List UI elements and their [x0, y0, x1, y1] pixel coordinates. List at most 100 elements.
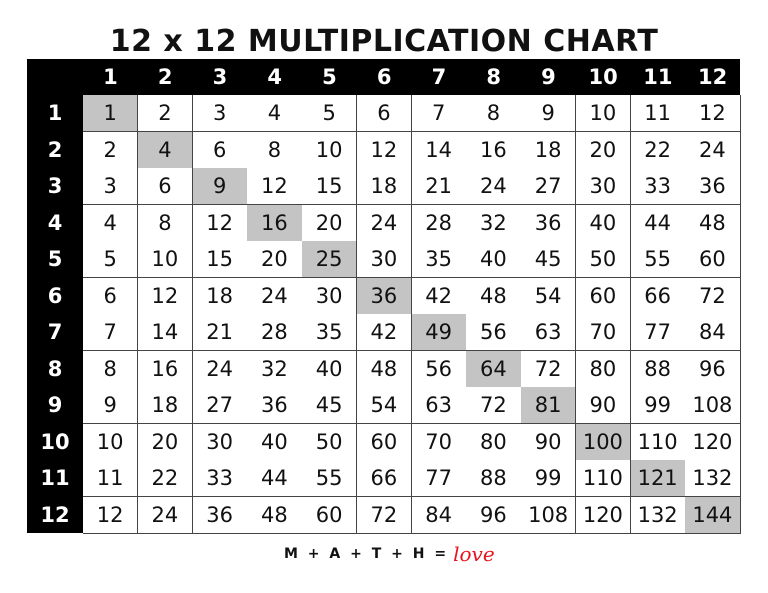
- row-header: 1: [47, 101, 63, 125]
- table-cell: 14: [411, 131, 467, 169]
- table-cell: 110: [575, 460, 631, 497]
- table-cell: 24: [137, 496, 193, 534]
- table-cell: 40: [575, 204, 631, 242]
- table-cell: 36: [685, 168, 741, 205]
- table-cell-square: 9: [192, 168, 248, 205]
- table-cell: 8: [137, 204, 193, 242]
- table-cell: 88: [466, 460, 522, 497]
- table-cell: 12: [192, 204, 248, 242]
- row-header: 7: [47, 320, 63, 344]
- table-cell: 21: [192, 314, 248, 351]
- table-cell: 120: [685, 423, 741, 461]
- row-header: 5: [47, 247, 63, 271]
- table-cell: 7: [411, 95, 467, 132]
- table-cell: 4: [247, 95, 303, 132]
- footer-logo: M + A + T + H = love: [284, 541, 495, 567]
- table-cell: 48: [356, 350, 412, 388]
- table-cell: 5: [83, 241, 139, 278]
- table-cell: 3: [83, 168, 139, 205]
- table-cell: 18: [521, 131, 577, 169]
- table-cell: 18: [356, 168, 412, 205]
- table-cell: 18: [137, 387, 193, 424]
- table-cell: 36: [192, 496, 248, 534]
- column-header: 10: [588, 65, 618, 89]
- table-cell: 6: [83, 277, 139, 315]
- table-cell: 96: [466, 496, 522, 534]
- table-cell: 50: [302, 423, 358, 461]
- table-cell: 8: [247, 131, 303, 169]
- table-cell-square: 144: [685, 496, 741, 534]
- table-cell: 48: [685, 204, 741, 242]
- table-cell: 48: [247, 496, 303, 534]
- table-cell: 45: [521, 241, 577, 278]
- table-cell: 63: [411, 387, 467, 424]
- table-cell: 33: [192, 460, 248, 497]
- row-header: 12: [40, 502, 70, 527]
- table-cell: 28: [247, 314, 303, 351]
- column-header: 5: [322, 65, 337, 89]
- multiplication-table: 1 2 3 4 5 6 7 8 9 10 11 12 1 2 3 4 5 6 7 8 9 10 11 12 1 2 3 4 5 6 7 8 9 1…: [27, 59, 741, 534]
- table-cell-square: 121: [630, 460, 686, 497]
- table-cell: 22: [630, 131, 686, 169]
- table-cell: 60: [685, 241, 741, 278]
- table-cell: 55: [630, 241, 686, 278]
- table-cell: 21: [411, 168, 467, 205]
- table-cell: 35: [302, 314, 358, 351]
- row-header: 6: [47, 283, 63, 308]
- table-cell: 6: [356, 95, 412, 132]
- table-cell: 5: [302, 95, 358, 132]
- table-cell: 30: [575, 168, 631, 205]
- table-cell: 44: [630, 204, 686, 242]
- table-cell: 66: [630, 277, 686, 315]
- column-header: 2: [157, 65, 173, 89]
- table-cell: 77: [630, 314, 686, 351]
- table-cell: 3: [192, 95, 248, 132]
- table-cell: 120: [575, 496, 631, 534]
- table-cell: 108: [685, 387, 741, 424]
- table-cell: 16: [466, 131, 522, 169]
- table-cell: 10: [137, 241, 193, 278]
- table-cell: 10: [575, 95, 631, 132]
- table-cell: 9: [521, 95, 577, 132]
- table-cell: 45: [302, 387, 358, 424]
- table-cell-square: 4: [137, 131, 193, 169]
- table-cell: 72: [466, 387, 522, 424]
- table-cell: 11: [83, 460, 139, 497]
- column-header: 9: [541, 65, 556, 89]
- column-header: 11: [643, 65, 673, 89]
- row-header: 3: [47, 174, 63, 198]
- table-cell: 2: [83, 131, 139, 169]
- table-cell: 10: [83, 423, 139, 461]
- row-header: 2: [47, 137, 63, 162]
- table-cell: 36: [247, 387, 303, 424]
- table-cell: 132: [685, 460, 741, 497]
- table-cell: 48: [466, 277, 522, 315]
- table-cell: 12: [356, 131, 412, 169]
- table-cell: 6: [192, 131, 248, 169]
- footer-formula: M + A + T + H =: [284, 546, 448, 562]
- table-cell: 50: [575, 241, 631, 278]
- table-cell: 35: [411, 241, 467, 278]
- table-cell: 6: [137, 168, 193, 205]
- table-cell-square: 81: [521, 387, 577, 424]
- table-cell: 24: [192, 350, 248, 388]
- table-cell-square: 25: [302, 241, 358, 278]
- column-header: 3: [212, 65, 228, 89]
- table-cell: 55: [302, 460, 358, 497]
- table-cell-square: 36: [356, 277, 412, 315]
- table-cell: 88: [630, 350, 686, 388]
- table-cell: 24: [356, 204, 412, 242]
- table-cell: 12: [685, 95, 741, 132]
- table-cell: 56: [411, 350, 467, 388]
- table-cell: 40: [302, 350, 358, 388]
- table-cell: 110: [630, 423, 686, 461]
- table-cell: 18: [192, 277, 248, 315]
- table-cell: 42: [411, 277, 467, 315]
- table-cell: 22: [137, 460, 193, 497]
- table-cell: 99: [630, 387, 686, 424]
- page-title: 12 x 12 MULTIPLICATION CHART: [109, 24, 659, 59]
- table-cell: 96: [685, 350, 741, 388]
- table-cell: 20: [575, 131, 631, 169]
- table-cell: 108: [521, 496, 577, 534]
- table-cell: 40: [247, 423, 303, 461]
